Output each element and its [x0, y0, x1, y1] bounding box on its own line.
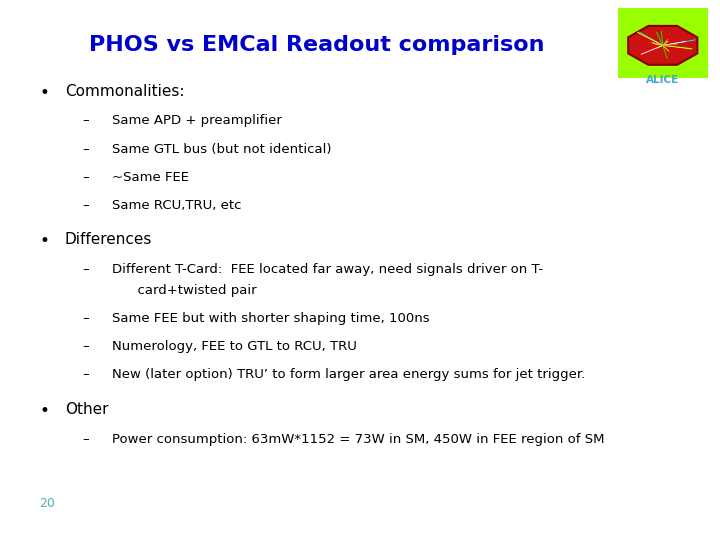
Text: –: –: [83, 368, 89, 381]
Text: Power consumption: 63mW*1152 = 73W in SM, 450W in FEE region of SM: Power consumption: 63mW*1152 = 73W in SM…: [112, 433, 604, 446]
Text: card+twisted pair: card+twisted pair: [112, 284, 256, 297]
Text: •: •: [40, 84, 50, 102]
Text: Other: Other: [65, 402, 108, 417]
Text: –: –: [83, 114, 89, 127]
Text: Same RCU,TRU, etc: Same RCU,TRU, etc: [112, 199, 241, 212]
Text: –: –: [83, 171, 89, 184]
Text: 20: 20: [40, 497, 55, 510]
Text: –: –: [83, 312, 89, 325]
FancyBboxPatch shape: [618, 8, 708, 78]
Text: –: –: [83, 340, 89, 353]
Polygon shape: [628, 26, 698, 65]
Text: •: •: [40, 232, 50, 250]
Text: Same GTL bus (but not identical): Same GTL bus (but not identical): [112, 143, 331, 156]
Text: Same FEE but with shorter shaping time, 100ns: Same FEE but with shorter shaping time, …: [112, 312, 429, 325]
Text: New (later option) TRU’ to form larger area energy sums for jet trigger.: New (later option) TRU’ to form larger a…: [112, 368, 585, 381]
Text: –: –: [83, 263, 89, 276]
Text: Same APD + preamplifier: Same APD + preamplifier: [112, 114, 282, 127]
Text: ~Same FEE: ~Same FEE: [112, 171, 189, 184]
Text: –: –: [83, 143, 89, 156]
Text: ALICE: ALICE: [646, 75, 680, 85]
Text: Different T-Card:  FEE located far away, need signals driver on T-: Different T-Card: FEE located far away, …: [112, 263, 543, 276]
Text: Commonalities:: Commonalities:: [65, 84, 184, 99]
Text: Differences: Differences: [65, 232, 152, 247]
Text: Numerology, FEE to GTL to RCU, TRU: Numerology, FEE to GTL to RCU, TRU: [112, 340, 356, 353]
Text: •: •: [40, 402, 50, 420]
Text: –: –: [83, 199, 89, 212]
Text: PHOS vs EMCal Readout comparison: PHOS vs EMCal Readout comparison: [89, 35, 544, 55]
Text: –: –: [83, 433, 89, 446]
